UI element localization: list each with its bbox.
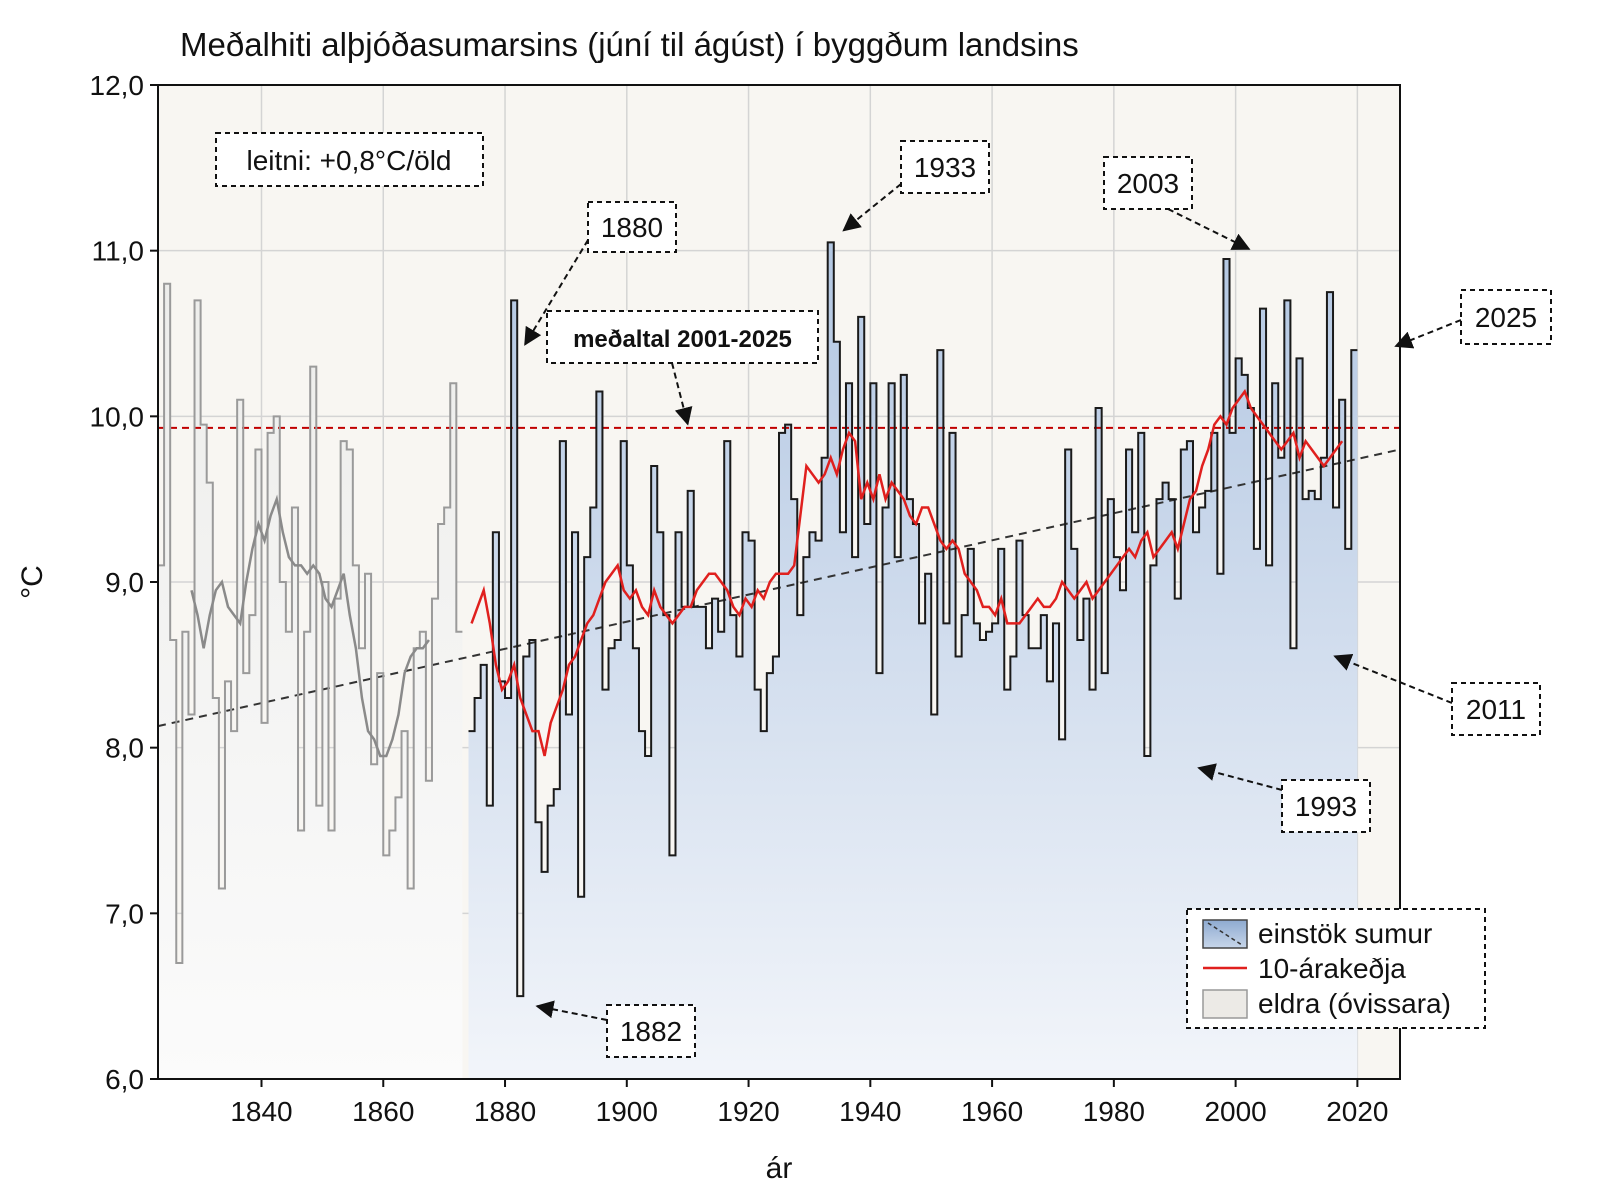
- callout-2025-arrow: [1394, 319, 1462, 349]
- x-tick-label-2020: 2020: [1326, 1096, 1388, 1127]
- callout-1933: 1933: [842, 140, 990, 232]
- x-tick-label-1860: 1860: [352, 1096, 414, 1127]
- y-axis-ticks: 6,0 7,0 8,0 9,0 10,0 11,0 12,0: [90, 70, 158, 1095]
- x-axis-label: ár: [766, 1152, 793, 1185]
- older-summers-area: [158, 283, 463, 1079]
- callout-2011: 2011: [1333, 653, 1541, 736]
- callout-1882: 1882: [535, 1000, 696, 1058]
- callout-2003-arrow: [1167, 208, 1251, 250]
- chart-title: Meðalhiti alþjóðasumarsins (júní til ágú…: [180, 26, 1079, 63]
- x-axis-ticks: 1840 1860 1880 1900 1920 1940 1960 1980 2000 2020: [230, 1079, 1389, 1127]
- callout-2025-text: 2025: [1475, 302, 1537, 333]
- series-lines: [157, 241, 1401, 998]
- callout-1993-arrow: [1197, 763, 1283, 791]
- callout-mean-box: [546, 310, 819, 364]
- y-tick-label-10: 10,0: [90, 401, 145, 432]
- single-summers-step-line: [468, 241, 1358, 998]
- x-tick-label-1880: 1880: [474, 1096, 536, 1127]
- legend-label-older: eldra (óvissara): [1258, 988, 1451, 1019]
- callout-2011-arrow: [1333, 653, 1453, 704]
- y-tick-label-12: 12,0: [90, 70, 145, 101]
- callout-2003-box: [1103, 156, 1193, 210]
- x-tick-label-1920: 1920: [717, 1096, 779, 1127]
- x-tick-label-1840: 1840: [230, 1096, 292, 1127]
- callout-1882-text: 1882: [620, 1016, 682, 1047]
- callout-2025: 2025: [1394, 289, 1552, 349]
- callout-1880-box: [587, 201, 677, 253]
- legend-label-moving-average: 10-árakeðja: [1258, 953, 1406, 984]
- x-tick-label-1900: 1900: [596, 1096, 658, 1127]
- callout-1993: 1993: [1197, 763, 1371, 833]
- callout-1880-arrow: [524, 239, 589, 346]
- callout-1880: 1880: [524, 201, 677, 346]
- callout-2011-text: 2011: [1466, 694, 1526, 725]
- callout-2003-text: 2003: [1117, 168, 1179, 199]
- callout-mean: meðaltal 2001-2025: [546, 310, 819, 426]
- callout-1933-text: 1933: [914, 152, 976, 183]
- older-summers-fill: [158, 283, 463, 1079]
- y-tick-label-9: 9,0: [105, 567, 144, 598]
- callout-1882-box: [606, 1004, 696, 1058]
- x-tick-label-1980: 1980: [1083, 1096, 1145, 1127]
- y-tick-label-8: 8,0: [105, 733, 144, 764]
- trend-label-box: leitni: +0,8°C/öld: [215, 132, 484, 187]
- legend-label-single-summers: einstök sumur: [1258, 918, 1432, 949]
- callout-1933-box: [900, 140, 990, 194]
- trend-label: leitni: +0,8°C/öld: [247, 145, 452, 176]
- single-summers-fill: [468, 242, 1358, 1080]
- callout-2011-box: [1451, 682, 1541, 736]
- callout-mean-arrow: [671, 362, 693, 426]
- callout-2025-box: [1460, 289, 1552, 345]
- callout-1993-text: 1993: [1295, 791, 1357, 822]
- callout-2003: 2003: [1103, 156, 1251, 250]
- annotations: 1880 1933 2003 2025 2011 1993 1882 meðaltal 200…: [524, 140, 1552, 1058]
- y-tick-label-11: 11,0: [92, 236, 144, 267]
- y-tick-label-6: 6,0: [105, 1064, 144, 1095]
- callout-1993-box: [1281, 779, 1371, 833]
- moving-average-line: [470, 388, 1344, 757]
- y-axis-label: °C: [16, 565, 49, 599]
- x-tick-label-1960: 1960: [961, 1096, 1023, 1127]
- older-moving-average-line: [190, 494, 430, 758]
- legend: einstök sumur 10-árakeðja eldra (óvissar…: [1186, 908, 1486, 1029]
- callout-1933-arrow: [842, 183, 902, 232]
- x-tick-label-2000: 2000: [1204, 1096, 1266, 1127]
- single-summers-area: [468, 242, 1358, 1080]
- callout-mean-text: meðaltal 2001-2025: [573, 326, 792, 353]
- older-summers-step-line: [158, 282, 463, 965]
- callout-1880-text: 1880: [601, 212, 663, 243]
- callout-1882-arrow: [535, 1000, 608, 1021]
- y-tick-label-7: 7,0: [105, 898, 144, 929]
- x-tick-label-1940: 1940: [839, 1096, 901, 1127]
- legend-swatch-older: [1202, 989, 1248, 1019]
